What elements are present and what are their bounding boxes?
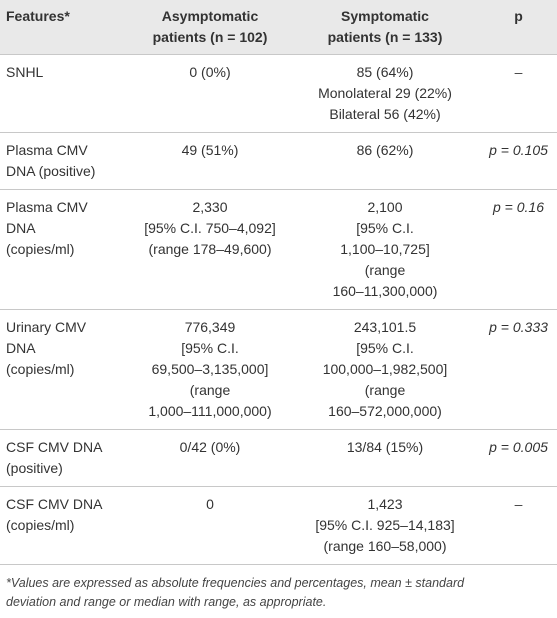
table-cell: 1,423 [95% C.I. 925–14,183] (range 160–58,… bbox=[290, 486, 480, 565]
table-row: Plasma CMV DNA (copies/ml) 2,330 [95% C.I. 7… bbox=[0, 189, 557, 310]
cell-line: p = 0.005 bbox=[489, 439, 548, 455]
header-cell: p bbox=[480, 0, 557, 55]
table-row: Urinary CMV DNA (copies/ml) 776,349 [95% C.I… bbox=[0, 309, 557, 430]
table-cell: 2,100 [95% C.I. 1,100–10,725] (range 160–11,… bbox=[290, 189, 480, 310]
cell-line: DNA (positive) bbox=[6, 163, 96, 179]
cell-line: 0 (0%) bbox=[189, 64, 231, 80]
cell-line: 69,500–3,135,000] bbox=[151, 361, 269, 377]
table-cell: 0 (0%) bbox=[130, 54, 290, 133]
table-cell: p = 0.333 bbox=[480, 309, 557, 430]
table-cell: – bbox=[480, 486, 557, 565]
cell-line: (copies/ml) bbox=[6, 361, 75, 377]
cell-line: *Values are expressed as absolute freque… bbox=[6, 576, 465, 590]
header-cell: Symptomatic patients (n = 133) bbox=[290, 0, 480, 55]
cell-line: patients (n = 102) bbox=[152, 29, 268, 45]
cell-line: (copies/ml) bbox=[6, 517, 75, 533]
cell-line: 86 (62%) bbox=[356, 142, 414, 158]
table-cell: 243,101.5 [95% C.I. 100,000–1,982,500] (ran… bbox=[290, 309, 480, 430]
cell-line: 243,101.5 bbox=[353, 319, 417, 335]
table-cell: p = 0.16 bbox=[480, 189, 557, 310]
table-cell: CSF CMV DNA (positive) bbox=[0, 429, 130, 487]
cell-line: Features* bbox=[6, 8, 70, 24]
cell-line: – bbox=[514, 496, 523, 512]
cell-line: 160–11,300,000) bbox=[332, 283, 438, 299]
table-cell: Urinary CMV DNA (copies/ml) bbox=[0, 309, 130, 430]
cell-line: [95% C.I. bbox=[181, 340, 239, 356]
cell-line: DNA bbox=[6, 340, 36, 356]
table-cell: 0 bbox=[130, 486, 290, 565]
cell-line: 100,000–1,982,500] bbox=[322, 361, 448, 377]
cell-line: Asymptomatic bbox=[161, 8, 259, 24]
table-cell: 85 (64%) Monolateral 29 (22%) Bilateral 56… bbox=[290, 54, 480, 133]
cell-line: 85 (64%) bbox=[356, 64, 414, 80]
cell-line: 0/42 (0%) bbox=[179, 439, 241, 455]
cell-line: 1,100–10,725] bbox=[340, 241, 430, 257]
cell-line: Monolateral 29 (22%) bbox=[318, 85, 452, 101]
cell-line: deviation and range or median with range… bbox=[6, 595, 327, 609]
cell-line: 2,330 bbox=[192, 199, 228, 215]
footnote: *Values are expressed as absolute freque… bbox=[0, 565, 557, 618]
cell-line: 13/84 (15%) bbox=[346, 439, 424, 455]
header-cell: Asymptomatic patients (n = 102) bbox=[130, 0, 290, 55]
cell-line: Plasma CMV bbox=[6, 199, 88, 215]
table-cell: 776,349 [95% C.I. 69,500–3,135,000] (range 1… bbox=[130, 309, 290, 430]
table-row: Plasma CMV DNA (positive) 49 (51%) 86 (62%)… bbox=[0, 132, 557, 190]
cell-line: [95% C.I. bbox=[356, 340, 414, 356]
cell-line: p = 0.333 bbox=[489, 319, 548, 335]
cell-line: (range bbox=[189, 382, 231, 398]
cell-line: (range bbox=[364, 382, 406, 398]
cell-line: Urinary CMV bbox=[6, 319, 87, 335]
table-row: CSF CMV DNA (positive) 0/42 (0%) 13/84 (15%… bbox=[0, 429, 557, 487]
cell-line: 49 (51%) bbox=[181, 142, 239, 158]
cell-line: Symptomatic bbox=[341, 8, 429, 24]
table-cell: 0/42 (0%) bbox=[130, 429, 290, 487]
cell-line: 1,000–111,000,000) bbox=[148, 403, 272, 419]
cell-line: [95% C.I. bbox=[356, 220, 414, 236]
table-cell: 49 (51%) bbox=[130, 132, 290, 190]
cell-line: 776,349 bbox=[184, 319, 236, 335]
cell-line: (range bbox=[364, 262, 406, 278]
cell-line: (range 178–49,600) bbox=[148, 241, 272, 257]
cell-line: SNHL bbox=[6, 64, 44, 80]
table-cell: Plasma CMV DNA (copies/ml) bbox=[0, 189, 130, 310]
table: Features* Asymptomatic patients (n = 102) S… bbox=[0, 0, 557, 565]
cell-line: Bilateral 56 (42%) bbox=[329, 106, 441, 122]
cell-line: p bbox=[514, 8, 523, 24]
cell-line: DNA bbox=[6, 220, 36, 236]
table-cell: 86 (62%) bbox=[290, 132, 480, 190]
cell-line: CSF CMV DNA bbox=[6, 496, 103, 512]
table-cell: p = 0.105 bbox=[480, 132, 557, 190]
table-cell: 2,330 [95% C.I. 750–4,092] (range 178–49,6… bbox=[130, 189, 290, 310]
cell-line: 160–572,000,000) bbox=[328, 403, 442, 419]
table-cell: 13/84 (15%) bbox=[290, 429, 480, 487]
cell-line: [95% C.I. 925–14,183] bbox=[315, 517, 455, 533]
cell-line: p = 0.105 bbox=[489, 142, 548, 158]
cell-line: Plasma CMV bbox=[6, 142, 88, 158]
table-cell: – bbox=[480, 54, 557, 133]
cell-line: – bbox=[514, 64, 523, 80]
header-cell: Features* bbox=[0, 0, 130, 55]
table-row: CSF CMV DNA (copies/ml) 0 1,423 [95% C.I. 92… bbox=[0, 486, 557, 565]
cell-line: patients (n = 133) bbox=[327, 29, 443, 45]
cell-line: p = 0.16 bbox=[493, 199, 544, 215]
table-cell: CSF CMV DNA (copies/ml) bbox=[0, 486, 130, 565]
cell-line: [95% C.I. 750–4,092] bbox=[144, 220, 276, 236]
cell-line: (range 160–58,000) bbox=[323, 538, 447, 554]
cell-line: 2,100 bbox=[367, 199, 403, 215]
table-cell: Plasma CMV DNA (positive) bbox=[0, 132, 130, 190]
cell-line: 1,423 bbox=[367, 496, 403, 512]
header-row: Features* Asymptomatic patients (n = 102) S… bbox=[0, 0, 557, 55]
table-cell: SNHL bbox=[0, 54, 130, 133]
cell-line: 0 bbox=[206, 496, 214, 512]
table-row: SNHL 0 (0%) 85 (64%) Monolateral 29 (22%) Bi… bbox=[0, 54, 557, 133]
cell-line: CSF CMV DNA bbox=[6, 439, 103, 455]
table-cell: p = 0.005 bbox=[480, 429, 557, 487]
cell-line: (copies/ml) bbox=[6, 241, 75, 257]
cell-line: (positive) bbox=[6, 460, 63, 476]
